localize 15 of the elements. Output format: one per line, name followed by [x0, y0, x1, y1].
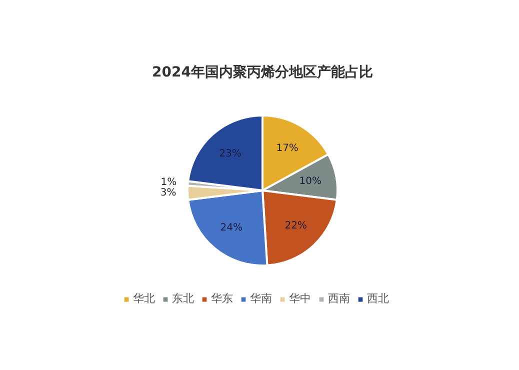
legend-label: 华中 — [289, 291, 311, 306]
data-label: 23% — [219, 148, 242, 160]
legend-label: 东北 — [172, 291, 194, 306]
legend-label: 华南 — [250, 291, 272, 306]
chart-title: 2024年国内聚丙烯分地区产能占比 — [152, 64, 373, 80]
data-label: 22% — [284, 220, 307, 232]
legend-label: 西北 — [367, 291, 389, 306]
legend-label: 华北 — [133, 291, 155, 306]
data-label: 17% — [276, 143, 298, 154]
data-label: 10% — [299, 176, 322, 187]
data-label: 24% — [220, 222, 243, 234]
legend-label: 西南 — [328, 291, 350, 306]
data-label: 3% — [160, 188, 176, 199]
legend-label: 华东 — [211, 291, 233, 306]
data-label: 1% — [160, 176, 177, 188]
